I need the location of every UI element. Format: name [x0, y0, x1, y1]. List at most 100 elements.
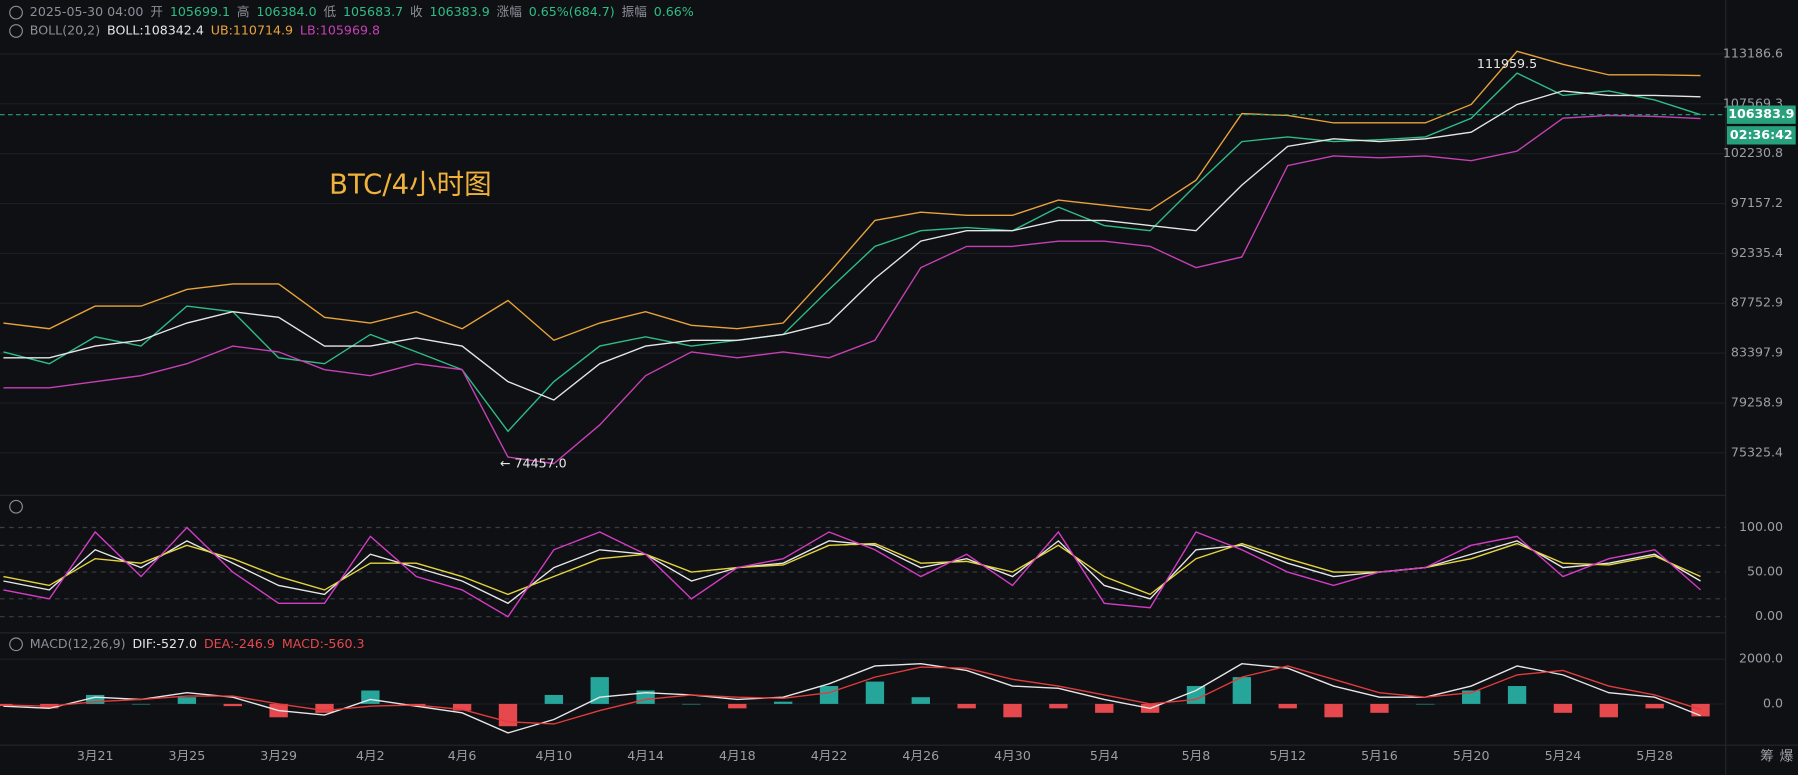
- histogram-bar: [1370, 703, 1389, 713]
- histogram-bar: [1416, 703, 1435, 705]
- info-text: BOLL(20,2): [30, 22, 100, 37]
- y-tick-label: 97157.2: [1731, 195, 1783, 210]
- x-tick-label: 5月8: [1182, 748, 1211, 763]
- y-tick-label: 50.00: [1747, 564, 1783, 579]
- y-tick-label: 0.0: [1763, 695, 1783, 710]
- y-tick-label: 75325.4: [1731, 444, 1783, 459]
- info-text: DIF:-527.0: [132, 636, 197, 651]
- histogram-bar: [1003, 703, 1022, 718]
- info-text: 高: [237, 4, 250, 19]
- info-text: 0.66%: [654, 4, 694, 19]
- x-tick-label: 4月6: [448, 748, 477, 763]
- y-tick-label: 100.00: [1739, 519, 1783, 534]
- x-tick-label: 4月2: [356, 748, 385, 763]
- info-text: 106383.9: [430, 4, 490, 19]
- info-text: 收: [410, 4, 423, 19]
- x-tick-label: 5月24: [1545, 748, 1582, 763]
- histogram-bar: [223, 703, 242, 707]
- series-line: [3, 72, 1701, 433]
- info-text: 2025-05-30 04:00: [30, 4, 144, 19]
- x-tick-label: 4月30: [994, 748, 1031, 763]
- histogram-bar: [1553, 703, 1573, 713]
- info-text: 开: [150, 4, 163, 19]
- histogram-bar: [1186, 686, 1206, 704]
- toolbar-button[interactable]: 爆: [1780, 749, 1794, 765]
- collapse-icon[interactable]: [9, 499, 23, 514]
- histogram-bar: [911, 697, 930, 704]
- collapse-icon[interactable]: [9, 24, 23, 38]
- histogram-bar: [498, 703, 518, 727]
- info-text: 低: [323, 4, 336, 19]
- y-tick-label: 79258.9: [1731, 394, 1783, 409]
- info-text: UB:110714.9: [211, 22, 293, 37]
- histogram-bar: [315, 703, 334, 713]
- y-tick-label: 87752.9: [1731, 295, 1783, 310]
- x-tick-label: 4月22: [811, 748, 848, 763]
- info-text: LB:105969.8: [300, 22, 380, 37]
- histogram-bar: [1324, 703, 1343, 718]
- histogram-bar: [86, 694, 105, 704]
- x-tick-label: 4月10: [536, 748, 573, 763]
- x-tick-label: 3月21: [77, 748, 114, 763]
- collapse-icon[interactable]: [9, 637, 23, 652]
- info-text: 0.65%(684.7): [529, 4, 615, 19]
- info-text: 振幅: [622, 4, 647, 19]
- histogram-bar: [957, 703, 976, 709]
- info-text: DEA:-246.9: [204, 636, 275, 651]
- y-tick-label: 92335.4: [1731, 245, 1783, 260]
- histogram-bar: [1507, 686, 1527, 704]
- y-tick-label: 2000.0: [1739, 651, 1783, 666]
- countdown-label: 02:36:42: [1730, 127, 1793, 142]
- series-line: [3, 114, 1701, 465]
- series-line: [3, 526, 1701, 618]
- y-tick-label: 0.00: [1755, 608, 1783, 623]
- x-tick-label: 4月14: [627, 748, 664, 763]
- histogram-bar: [1691, 703, 1710, 717]
- histogram-bar: [1599, 703, 1618, 718]
- toolbar-button[interactable]: 筹: [1760, 748, 1774, 765]
- x-tick-label: 4月26: [902, 748, 939, 763]
- x-tick-label: 3月25: [169, 748, 206, 763]
- histogram-bar: [819, 686, 839, 704]
- chart-title: BTC/4小时图: [329, 169, 492, 201]
- series-line: [3, 50, 1701, 342]
- info-text: 106384.0: [256, 4, 316, 19]
- histogram-bar: [865, 681, 885, 704]
- price-annotation: ← 74457.0: [500, 456, 567, 471]
- info-text: MACD(12,26,9): [30, 636, 126, 651]
- x-tick-label: 5月16: [1361, 748, 1398, 763]
- histogram-bar: [1278, 703, 1297, 709]
- x-tick-label: 5月20: [1453, 748, 1490, 763]
- y-tick-label: 102230.8: [1723, 145, 1783, 160]
- x-tick-label: 4月18: [719, 748, 756, 763]
- histogram-bar: [1232, 677, 1252, 704]
- histogram-bar: [774, 701, 793, 704]
- series-line: [3, 665, 1701, 725]
- y-tick-label: 83397.9: [1731, 345, 1783, 360]
- info-text: 105683.7: [343, 4, 403, 19]
- histogram-bar: [682, 703, 701, 705]
- x-tick-label: 3月29: [260, 748, 297, 763]
- histogram-bar: [544, 694, 564, 704]
- histogram-bar: [1049, 703, 1068, 709]
- series-line: [3, 663, 1701, 734]
- collapse-icon[interactable]: [9, 5, 23, 20]
- toggle-icons[interactable]: [9, 5, 23, 652]
- histogram-bar: [728, 703, 747, 709]
- info-text: 105699.1: [170, 4, 230, 19]
- info-text: MACD:-560.3: [282, 636, 365, 651]
- last-price-tag: [1726, 105, 1796, 124]
- histogram-bar: [177, 697, 197, 704]
- last-price-label: 106383.9: [1728, 106, 1794, 121]
- series-line: [3, 90, 1701, 401]
- x-tick-label: 5月12: [1269, 748, 1306, 763]
- x-tick-label: 5月28: [1636, 748, 1673, 763]
- y-tick-label: 113186.6: [1723, 45, 1783, 60]
- countdown-tag: [1726, 126, 1796, 145]
- histogram-bar: [1095, 703, 1114, 713]
- info-text: BOLL:108342.4: [107, 22, 204, 37]
- price-annotation: 111959.5: [1477, 56, 1537, 71]
- info-text: 涨幅: [497, 4, 522, 19]
